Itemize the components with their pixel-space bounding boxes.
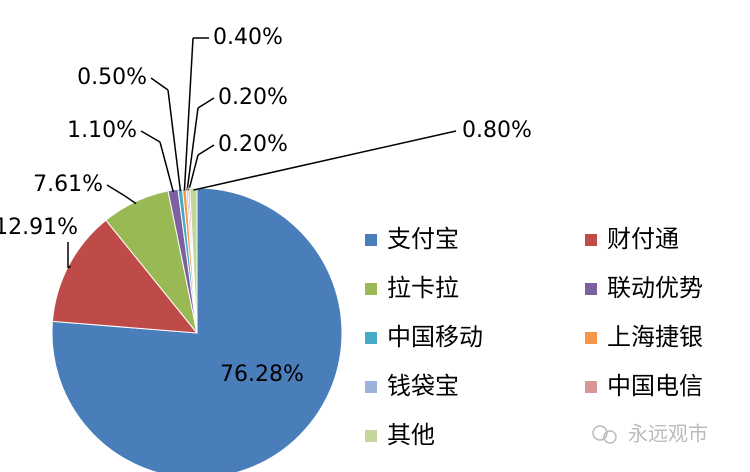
- data-label: 0.50%: [77, 65, 147, 90]
- legend-label: 联动优势: [607, 274, 703, 302]
- data-label: 76.28%: [220, 362, 304, 387]
- legend-swatch: [585, 332, 597, 344]
- leader-line: [140, 130, 161, 143]
- leader-line: [188, 154, 199, 191]
- data-label: 0.20%: [218, 132, 288, 157]
- pie-slice: [51, 219, 199, 334]
- legend-label: 拉卡拉: [387, 274, 459, 302]
- data-label: 0.20%: [218, 85, 288, 110]
- legend-swatch: [585, 381, 597, 393]
- data-label: 1.10%: [67, 118, 137, 143]
- leader-line: [124, 195, 137, 205]
- data-label: 7.61%: [33, 172, 103, 197]
- data-label: 0.80%: [462, 118, 532, 143]
- legend-swatch: [585, 283, 597, 295]
- legend-swatch: [365, 430, 377, 442]
- legend-swatch: [365, 283, 377, 295]
- legend-label: 其他: [387, 421, 435, 449]
- leader-line: [183, 37, 194, 191]
- legend-swatch: [585, 234, 597, 246]
- watermark-text: 永远观市: [628, 422, 708, 446]
- watermark-icon: [592, 425, 608, 441]
- leader-line: [159, 141, 175, 193]
- legend-label: 中国电信: [607, 372, 703, 400]
- pie-slice: [189, 187, 198, 334]
- leader-line: [186, 107, 199, 191]
- watermark-icon: [603, 430, 617, 444]
- leader-line: [167, 89, 182, 192]
- leader-line: [197, 144, 215, 156]
- legend-label: 钱袋宝: [387, 372, 459, 400]
- legend-label: 财付通: [607, 225, 679, 253]
- legend-label: 中国移动: [387, 323, 483, 351]
- leader-line: [193, 130, 457, 191]
- leader-line: [150, 77, 169, 91]
- leader-line: [106, 184, 126, 197]
- data-label: 0.40%: [213, 25, 283, 50]
- legend-swatch: [365, 381, 377, 393]
- watermark: 永远观市: [592, 422, 708, 446]
- leader-line: [197, 97, 215, 109]
- legend-label: 上海捷银: [607, 323, 703, 351]
- legend-swatch: [365, 332, 377, 344]
- legend-swatch: [365, 234, 377, 246]
- legend-label: 支付宝: [387, 225, 459, 253]
- data-label: 12.91%: [0, 215, 78, 240]
